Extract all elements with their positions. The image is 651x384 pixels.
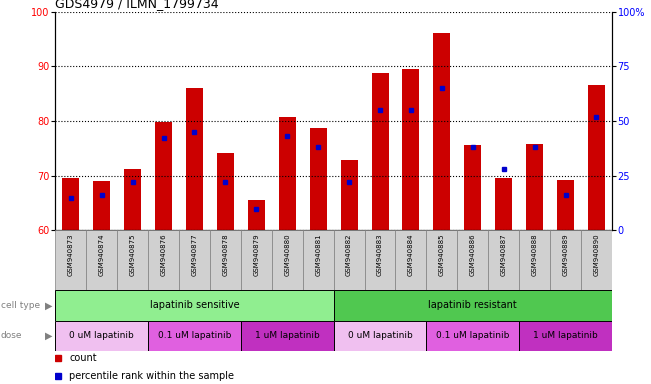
Bar [340,161,357,230]
Text: GSM940885: GSM940885 [439,233,445,276]
Bar [457,230,488,290]
Bar [550,230,581,290]
Bar [519,230,550,290]
Bar [365,230,395,290]
Text: lapatinib resistant: lapatinib resistant [428,300,517,310]
Text: cell type: cell type [1,301,40,310]
Bar [557,180,574,230]
Text: GSM940887: GSM940887 [501,233,506,276]
Text: 0.1 uM lapatinib: 0.1 uM lapatinib [158,331,231,341]
Bar [241,230,271,290]
Bar [310,127,327,230]
Text: percentile rank within the sample: percentile rank within the sample [69,371,234,381]
Text: GSM940889: GSM940889 [562,233,568,276]
Text: GDS4979 / ILMN_1799734: GDS4979 / ILMN_1799734 [55,0,219,10]
Bar [210,230,241,290]
Bar [395,230,426,290]
Bar [434,33,450,230]
Text: GSM940884: GSM940884 [408,233,414,276]
Text: 1 uM lapatinib: 1 uM lapatinib [533,331,598,341]
Bar [248,200,265,230]
Bar [526,144,543,230]
Bar [93,181,110,230]
Bar [333,321,426,351]
Bar [155,122,172,230]
Text: GSM940878: GSM940878 [223,233,229,276]
Text: count: count [69,353,97,363]
Text: ▶: ▶ [44,331,52,341]
Text: GSM940880: GSM940880 [284,233,290,276]
Bar [464,145,481,230]
Bar [124,169,141,230]
Text: 0 uM lapatinib: 0 uM lapatinib [348,331,412,341]
Bar [495,179,512,230]
Bar [402,69,419,230]
Bar [148,230,179,290]
Bar [303,230,333,290]
Text: GSM940888: GSM940888 [532,233,538,276]
Bar [86,230,117,290]
Bar [588,85,605,230]
Text: 0.1 uM lapatinib: 0.1 uM lapatinib [436,331,510,341]
Text: GSM940873: GSM940873 [68,233,74,276]
Bar [372,73,389,230]
Text: GSM940877: GSM940877 [191,233,197,276]
Bar [117,230,148,290]
Bar [581,230,612,290]
Bar [55,321,148,351]
Text: lapatinib sensitive: lapatinib sensitive [150,300,240,310]
Text: 1 uM lapatinib: 1 uM lapatinib [255,331,320,341]
Bar [271,230,303,290]
Text: GSM940882: GSM940882 [346,233,352,276]
Text: 0 uM lapatinib: 0 uM lapatinib [70,331,134,341]
Text: GSM940875: GSM940875 [130,233,135,276]
Bar [217,153,234,230]
Bar [55,290,333,321]
Text: GSM940881: GSM940881 [315,233,321,276]
Bar [333,290,612,321]
Text: GSM940883: GSM940883 [377,233,383,276]
Text: GSM940876: GSM940876 [161,233,167,276]
Bar [62,179,79,230]
Bar [426,230,457,290]
Bar [148,321,241,351]
Text: GSM940886: GSM940886 [470,233,476,276]
Bar [426,321,519,351]
Bar [488,230,519,290]
Bar [333,230,365,290]
Text: GSM940874: GSM940874 [99,233,105,276]
Bar [241,321,333,351]
Text: dose: dose [1,331,22,341]
Text: GSM940890: GSM940890 [594,233,600,276]
Bar [55,230,86,290]
Text: ▶: ▶ [44,300,52,310]
Bar [186,88,203,230]
Text: GSM940879: GSM940879 [253,233,259,276]
Bar [279,117,296,230]
Bar [179,230,210,290]
Bar [519,321,612,351]
